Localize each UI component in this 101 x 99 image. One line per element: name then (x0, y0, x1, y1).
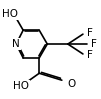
Text: F: F (92, 39, 97, 49)
Text: N: N (12, 39, 20, 49)
Text: HO: HO (2, 9, 18, 19)
Text: HO: HO (13, 81, 29, 91)
Text: F: F (87, 28, 93, 38)
Text: F: F (87, 50, 93, 60)
Text: O: O (67, 79, 76, 89)
